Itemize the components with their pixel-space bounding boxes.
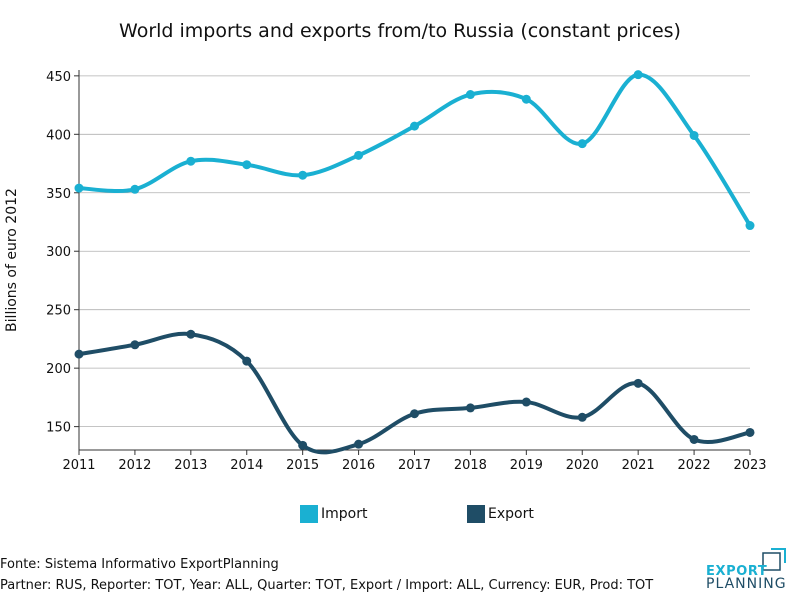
point-import-2014 (242, 160, 252, 170)
point-export-2020 (577, 412, 587, 422)
x-tick-label-2023: 2023 (733, 458, 766, 473)
point-export-2023 (745, 427, 755, 437)
point-import-2011 (74, 183, 84, 193)
point-import-2021 (633, 70, 643, 80)
y-tick-label-150: 150 (46, 421, 71, 436)
legend-label-import: Import (321, 506, 368, 522)
x-tick-label-2012: 2012 (118, 458, 151, 473)
point-import-2018 (465, 90, 475, 100)
chart-title: World imports and exports from/to Russia… (119, 20, 681, 42)
point-export-2011 (74, 349, 84, 359)
x-tick-label-2022: 2022 (678, 458, 711, 473)
x-tick-label-2017: 2017 (398, 458, 431, 473)
point-export-2014 (242, 356, 252, 366)
point-export-2019 (521, 397, 531, 407)
x-tick-label-2016: 2016 (342, 458, 375, 473)
x-tick-label-2013: 2013 (174, 458, 207, 473)
point-export-2022 (689, 434, 699, 444)
y-tick-label-300: 300 (46, 245, 71, 260)
legend-item-export[interactable]: Export (467, 505, 534, 523)
exportplanning-logo: EXPORT PLANNING (704, 544, 796, 594)
series-lines (77, 72, 752, 455)
y-tick-label-350: 350 (46, 187, 71, 202)
x-tick-label-2011: 2011 (62, 458, 95, 473)
axes (74, 70, 751, 455)
legend-item-import[interactable]: Import (300, 505, 367, 523)
x-tick-labels: 2011 2012 2013 2014 2015 2016 2017 2018 2019 2020… (62, 458, 766, 473)
footer-params: Partner: RUS, Reporter: TOT, Year: ALL, … (0, 578, 654, 593)
y-tick-label-200: 200 (46, 362, 71, 377)
y-tick-label-450: 450 (46, 70, 71, 85)
y-tick-labels: 150 200 250 300 350 400 450 (46, 70, 71, 436)
point-import-2023 (745, 221, 755, 231)
footer-source: Fonte: Sistema Informativo ExportPlannin… (0, 557, 279, 572)
y-tick-label-400: 400 (46, 128, 71, 143)
point-export-2015 (298, 440, 308, 450)
point-export-2021 (633, 378, 643, 388)
x-tick-label-2014: 2014 (230, 458, 263, 473)
point-export-2016 (354, 439, 364, 449)
x-tick-label-2020: 2020 (566, 458, 599, 473)
point-import-2015 (298, 170, 308, 180)
point-import-2016 (354, 150, 364, 160)
point-export-2018 (465, 403, 475, 413)
x-tick-label-2019: 2019 (510, 458, 543, 473)
series-line-import (77, 72, 752, 228)
series-points (74, 70, 755, 450)
point-import-2012 (130, 184, 140, 194)
point-import-2013 (186, 156, 196, 166)
x-tick-label-2021: 2021 (622, 458, 655, 473)
x-tick-label-2018: 2018 (454, 458, 487, 473)
logo-mark-icon (762, 548, 786, 571)
legend-label-export: Export (488, 506, 534, 522)
point-export-2013 (186, 329, 196, 339)
point-import-2017 (410, 121, 419, 131)
point-export-2012 (130, 340, 140, 350)
legend-swatch-import (300, 505, 318, 523)
point-import-2020 (577, 139, 587, 149)
logo-word-planning: PLANNING (706, 576, 787, 592)
x-tick-label-2015: 2015 (286, 458, 319, 473)
point-import-2022 (689, 130, 699, 140)
y-axis-label: Billions of euro 2012 (4, 188, 20, 332)
point-export-2017 (410, 409, 419, 419)
logo-word-export: EXPORT (706, 564, 768, 579)
legend-swatch-export (467, 505, 485, 523)
point-import-2019 (521, 94, 531, 104)
series-line-export (77, 331, 752, 455)
y-tick-label-250: 250 (46, 304, 71, 319)
